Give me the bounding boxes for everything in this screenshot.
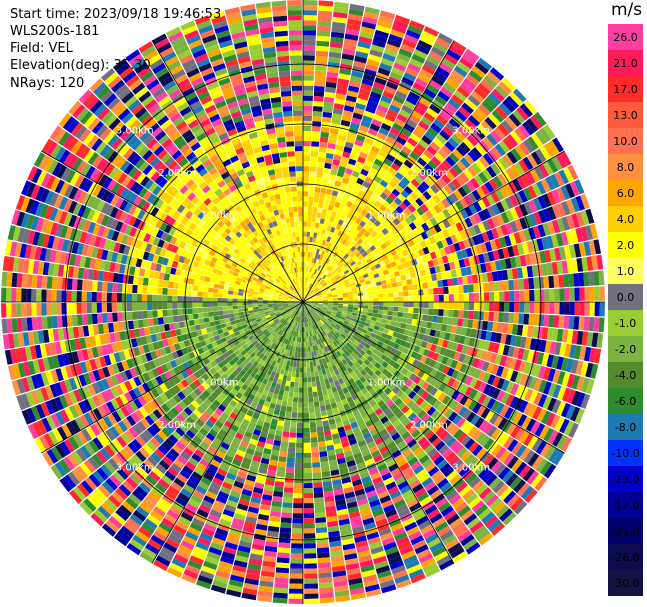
scan-info: Start time: 2023/09/18 19:46:53 WLS200s-… [10, 6, 221, 92]
colorbar-tick-label: 13.0 [613, 109, 638, 122]
colorbar-unit: m/s [611, 0, 643, 20]
azimuth-spokes [1, 0, 605, 604]
colorbar-swatch [608, 102, 643, 128]
range-ring-label: 1.00km [201, 211, 239, 222]
range-ring-label: 3.00km [116, 126, 154, 137]
colorbar-swatch [608, 258, 643, 284]
colorbar-tick-label: 0.0 [617, 291, 635, 304]
colorbar-swatch [608, 492, 643, 518]
colorbar-tick-label: 2.0 [617, 239, 635, 252]
colorbar-swatch [608, 50, 643, 76]
colorbar-tick-label: 4.0 [617, 213, 635, 226]
colorbar-swatch [608, 388, 643, 414]
colorbar-tick-label: -8.0 [615, 421, 636, 434]
colorbar-swatch [608, 362, 643, 388]
colorbar-tick-label: -10.0 [611, 447, 639, 460]
range-labels: 1.00km 2.00km 3.00km 1.00km 2.00km 3.00km 1.00… [116, 126, 490, 474]
range-ring-label: 1.00km [368, 377, 406, 388]
range-ring-label: 2.00km [158, 168, 196, 179]
velocity-colorbar: 26.0 21.0 17.0 13.0 10.0 8.0 6.0 4.0 2.0 1.0 0.0 -1… [608, 24, 643, 596]
range-ring-label: 1.00km [368, 211, 406, 222]
velocity-field [1, 0, 605, 604]
range-ring-label: 3.00km [452, 126, 490, 137]
nrays-label: NRays: 120 [10, 76, 85, 91]
colorbar-swatch [608, 284, 643, 310]
colorbar-swatch [608, 180, 643, 206]
colorbar-swatch [608, 24, 643, 50]
colorbar-tick-label: 21.0 [613, 57, 638, 70]
colorbar-swatch [608, 76, 643, 102]
range-ring-label: 3.00km [116, 462, 154, 473]
range-ring-label: 2.00km [158, 420, 196, 431]
colorbar-swatch [608, 570, 643, 596]
colorbar-swatch [608, 440, 643, 466]
colorbar-tick-label: 8.0 [617, 161, 635, 174]
colorbar-tick-label: -2.0 [615, 343, 636, 356]
colorbar-swatch [608, 336, 643, 362]
range-ring-label: 2.00km [410, 168, 448, 179]
colorbar-tick-label: -30.0 [611, 577, 639, 590]
colorbar-swatch [608, 128, 643, 154]
colorbar-tick-label: -1.0 [615, 317, 636, 330]
colorbar-tick-label: 1.0 [617, 265, 635, 278]
colorbar-swatch [608, 232, 643, 258]
range-ring-label: 1.00km [201, 377, 239, 388]
colorbar-swatch [608, 544, 643, 570]
colorbar-tick-label: -4.0 [615, 369, 636, 382]
colorbar-swatch [608, 206, 643, 232]
range-ring-label: 2.00km [410, 420, 448, 431]
colorbar-tick-label: -26.0 [611, 551, 639, 564]
colorbar-swatch [608, 154, 643, 180]
site-label: WLS200s-181 [10, 24, 100, 39]
radar-ppi-plot: 1.00km 2.00km 3.00km 1.00km 2.00km 3.00km 1.00… [1, 0, 605, 604]
field-label: Field: VEL [10, 41, 73, 56]
colorbar-tick-label: 17.0 [613, 83, 638, 96]
colorbar-tick-label: 26.0 [613, 31, 638, 44]
colorbar-tick-label: 10.0 [613, 135, 638, 148]
range-ring-label: 3.00km [452, 462, 490, 473]
colorbar-swatch [608, 466, 643, 492]
colorbar-swatch [608, 310, 643, 336]
colorbar-tick-label: -13.0 [611, 473, 639, 486]
start-time-label: Start time: 2023/09/18 19:46:53 [10, 7, 222, 22]
colorbar-tick-label: -21.0 [611, 525, 639, 538]
colorbar-tick-label: 6.0 [617, 187, 635, 200]
colorbar-swatch [608, 518, 643, 544]
colorbar-tick-label: -6.0 [615, 395, 636, 408]
colorbar-swatch [608, 414, 643, 440]
colorbar-tick-label: -17.0 [611, 499, 639, 512]
elevation-label: Elevation(deg): 35.30 [10, 58, 151, 73]
